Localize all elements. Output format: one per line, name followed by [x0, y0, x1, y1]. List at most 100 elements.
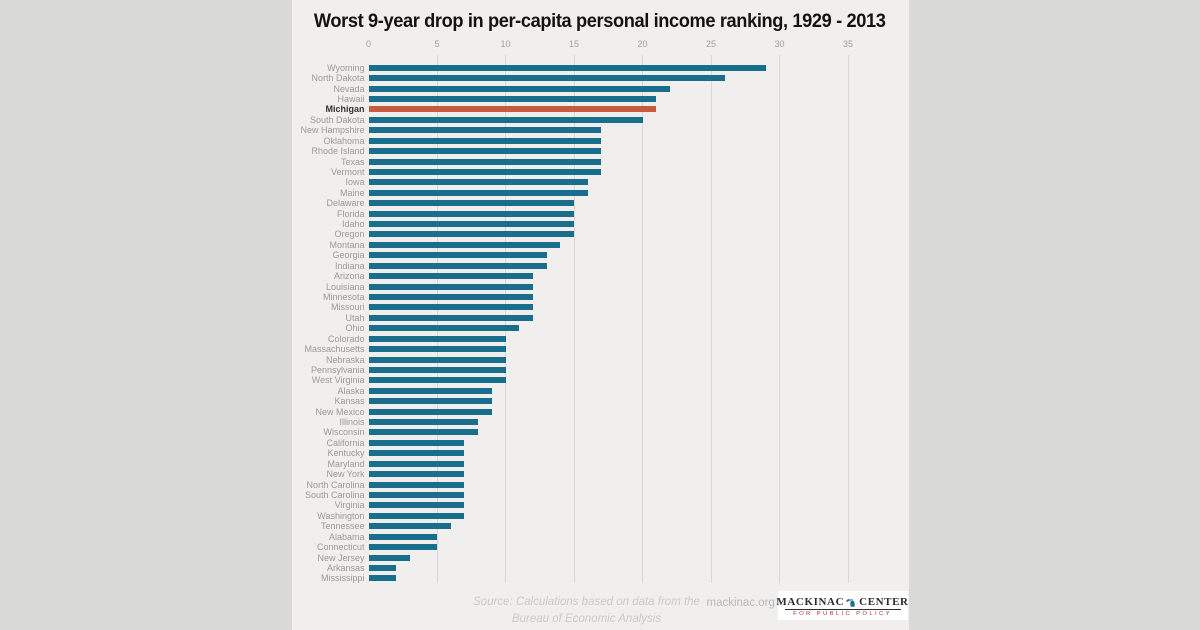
- state-label: Missouri: [330, 302, 365, 313]
- state-label: Pennsylvania: [310, 364, 365, 375]
- x-axis-ticks: 0 5 10 15 20 25 30 35: [365, 39, 853, 51]
- state-bar: [368, 492, 465, 498]
- state-bar: [368, 335, 506, 342]
- bar-row: New York: [292, 469, 909, 479]
- bar-row: Ohio: [292, 323, 909, 333]
- state-bar: [368, 189, 588, 196]
- gridline: [710, 55, 712, 583]
- state-bar: [368, 127, 602, 134]
- state-bar: [368, 502, 465, 509]
- source-note: Source: Calculations based on data from …: [440, 594, 734, 628]
- state-bar: [368, 221, 574, 228]
- state-label: Louisiana: [325, 281, 365, 292]
- bar-row: Texas: [292, 156, 909, 167]
- state-label: Vermont: [330, 166, 365, 177]
- bar-row: Massachusetts: [292, 344, 909, 354]
- state-bar: [368, 575, 396, 582]
- state-bar: [368, 471, 465, 478]
- state-bar: [368, 408, 492, 415]
- bar-row: South Dakota: [292, 115, 909, 125]
- bar-row: Missouri: [292, 302, 909, 312]
- x-axis-tick-label: 35: [842, 39, 854, 49]
- state-label: Delaware: [326, 198, 365, 209]
- bar-row: Vermont: [292, 167, 909, 177]
- state-label: Wisconsin: [323, 427, 365, 438]
- bar-row: North Dakota: [292, 73, 909, 83]
- logo-tagline: FOR PUBLIC POLICY: [793, 610, 892, 617]
- x-axis-tick-label: 20: [637, 39, 648, 49]
- state-label: Montana: [329, 239, 365, 250]
- state-bar: [368, 137, 602, 144]
- state-bar: [368, 523, 451, 530]
- state-bar: [368, 75, 725, 82]
- bar-row: Louisiana: [292, 281, 909, 292]
- state-label: Connecticut: [316, 542, 365, 553]
- state-bar: [368, 544, 437, 551]
- bar-row: Idaho: [292, 219, 909, 229]
- gridline: [642, 55, 643, 583]
- bar-row: Alabama: [292, 531, 909, 542]
- state-label: Wyoming: [327, 62, 365, 73]
- bar-row: Nebraska: [292, 354, 909, 365]
- chart-panel: Worst 9-year drop in per-capita personal…: [291, 0, 909, 630]
- state-label: Oregon: [334, 229, 365, 240]
- state-label: Indiana: [334, 260, 365, 271]
- source-note-line1: Source: Calculations based on data from …: [473, 596, 700, 608]
- bar-row: Nevada: [292, 83, 909, 94]
- state-bar: [368, 200, 574, 207]
- state-bar: [368, 64, 766, 71]
- logo-word-left: MACKINAC: [776, 595, 845, 608]
- state-label: California: [326, 437, 365, 448]
- state-bar: [368, 168, 602, 175]
- logo-divider: [784, 608, 901, 610]
- state-bar: [368, 481, 465, 488]
- state-bar: [368, 439, 465, 446]
- state-label: Utah: [345, 312, 365, 323]
- state-label: New York: [326, 469, 365, 480]
- bar-row: New Jersey: [292, 552, 909, 563]
- bar-row: Washington: [292, 511, 909, 521]
- state-bar: [368, 346, 506, 353]
- state-bar: [368, 450, 465, 457]
- gridline: [779, 55, 780, 583]
- chart-title-text: Worst 9-year drop in per-capita personal…: [314, 11, 886, 32]
- bar-row: Alaska: [292, 386, 909, 396]
- state-bar: [368, 564, 396, 571]
- bar-row: Iowa: [292, 177, 909, 187]
- state-bar: [368, 106, 657, 113]
- bar-row: Arkansas: [292, 563, 909, 573]
- bar-row: Colorado: [292, 333, 909, 344]
- bar-row: Pennsylvania: [292, 365, 909, 375]
- bar-row: Utah: [292, 313, 909, 323]
- state-label: Nevada: [333, 83, 365, 94]
- state-bar: [368, 95, 657, 102]
- state-label: Mississippi: [320, 573, 365, 584]
- state-bar: [368, 377, 506, 384]
- state-bar: [368, 356, 506, 363]
- x-axis-tick-label: 30: [774, 39, 785, 49]
- bar-row: Oklahoma: [292, 135, 909, 146]
- state-label: Washington: [317, 510, 365, 521]
- bar-row: New Mexico: [292, 406, 909, 417]
- state-label: Kansas: [334, 396, 365, 407]
- mackinac-center-logo: MACKINAC CENTER FOR PUBLIC POLICY: [776, 591, 909, 620]
- bar-row: West Virginia: [292, 375, 909, 385]
- state-label: Florida: [336, 208, 365, 219]
- state-bar: [368, 314, 533, 321]
- bar-row: New Hampshire: [292, 125, 909, 135]
- bar-row: Hawaii: [292, 94, 909, 104]
- bar-row: South Carolina: [292, 490, 909, 500]
- x-axis-tick-label: 0: [365, 39, 372, 49]
- bars-container: Wyoming North Dakota Nevada Hawaii Michigan S…: [292, 63, 909, 584]
- logo-word-right: CENTER: [859, 595, 909, 608]
- state-label: Maine: [339, 187, 365, 198]
- bar-row: Wyoming: [292, 63, 909, 73]
- source-note-line2: Bureau of Economic Analysis: [511, 613, 662, 625]
- state-label: North Dakota: [311, 73, 365, 84]
- state-label: Arizona: [333, 271, 365, 282]
- state-label: Arkansas: [326, 562, 365, 573]
- state-bar: [368, 262, 547, 269]
- state-bar: [368, 387, 492, 394]
- bar-row: Minnesota: [292, 292, 909, 302]
- state-label: Ohio: [345, 323, 365, 334]
